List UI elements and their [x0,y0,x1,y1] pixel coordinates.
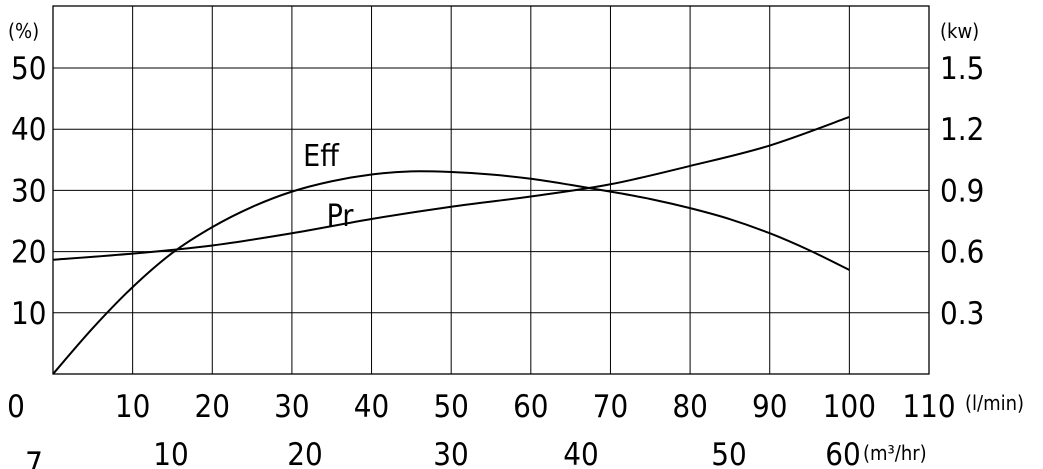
left-tick-label: 10 [11,296,46,332]
x2-tick-label: 50 [711,437,746,469]
left-tick-label: 40 [11,112,46,148]
x2-tick-label: 40 [563,437,598,469]
curve-eff [52,170,850,375]
x-tick-label: 0 [7,389,25,425]
curve-pr [52,116,850,261]
x-tick-label: 110 [902,389,955,425]
right-tick-label: 1.5 [940,51,984,87]
x2-extra-label: 7 [25,446,43,469]
x2-tick-label: 10 [153,437,188,469]
x-tick-label: 10 [115,389,150,425]
x-tick-label: 20 [195,389,230,425]
x-axis-unit: (l/min) [965,391,1024,415]
curves [52,116,850,375]
right-tick-label: 0.3 [940,296,984,332]
x-tick-label: 30 [274,389,309,425]
right-tick-label: 1.2 [940,112,984,148]
left-axis-unit: (%) [8,19,39,43]
x2-tick-label: 30 [433,437,468,469]
series-label-pr: Pr [327,199,355,234]
grid [52,5,930,375]
x-tick-label: 40 [354,389,389,425]
left-tick-label: 20 [11,235,46,271]
x2-tick-label: 20 [287,437,322,469]
right-tick-label: 0.9 [940,173,984,209]
x-tick-label: 70 [593,389,628,425]
left-tick-label: 30 [11,173,46,209]
x-tick-label: 100 [823,389,876,425]
right-axis-unit: (kw) [940,19,979,43]
x-tick-label: 60 [513,389,548,425]
left-tick-label: 50 [11,51,46,87]
series-label-eff: Eff [303,139,340,174]
x2-axis-unit: (m³/hr) [863,441,927,465]
x-tick-label: 90 [752,389,787,425]
x-tick-label: 80 [672,389,707,425]
x-tick-label: 50 [433,389,468,425]
x2-tick-label: 60 [825,437,860,469]
right-tick-label: 0.6 [940,235,984,271]
